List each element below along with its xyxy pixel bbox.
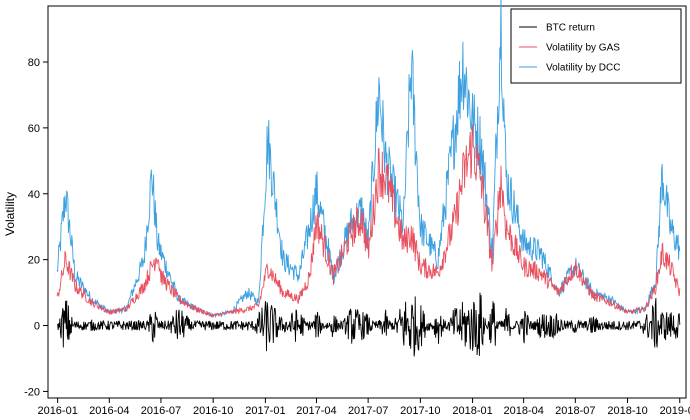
x-tick-label: 2016-01: [37, 405, 77, 417]
x-axis: 2016-01 2016-04 2016-07 2016-10 2017-01 2017-…: [37, 398, 690, 417]
legend-box: [510, 8, 682, 84]
series-line-btc: [57, 292, 681, 357]
x-tick-label: 2017-07: [348, 405, 388, 417]
x-tick-label: 2016-10: [193, 405, 233, 417]
x-tick-label: 2016-07: [141, 405, 181, 417]
legend-label: Volatility by DCC: [546, 63, 620, 74]
x-tick-label: 2018-07: [555, 405, 595, 417]
y-axis-title: Volatility: [3, 192, 17, 236]
x-tick-label: 2018-04: [503, 405, 543, 417]
legend-label: BTC return: [546, 23, 595, 34]
series-layer: [56, 0, 681, 357]
x-tick-label: 2017-04: [296, 405, 336, 417]
y-tick-label: 20: [28, 255, 40, 267]
y-tick-label: 40: [28, 189, 40, 201]
x-tick-label: 2016-04: [89, 405, 129, 417]
y-tick-label: 80: [28, 57, 40, 69]
y-tick-label: 60: [28, 123, 40, 135]
legend-label: Volatility by GAS: [546, 43, 620, 54]
x-tick-label: 2019-01: [660, 405, 690, 417]
y-tick-label: -20: [24, 386, 40, 398]
x-tick-label: 2018-10: [607, 405, 647, 417]
y-axis: -20 0 20 40 60 80: [24, 57, 48, 398]
x-tick-label: 2017-10: [400, 405, 440, 417]
plot-border: [47, 5, 687, 399]
y-tick-label: 0: [34, 321, 40, 333]
legend: BTC return Volatility by GAS Volatility by…: [510, 8, 682, 84]
plot-frame: [47, 5, 687, 399]
x-tick-label: 2017-01: [245, 405, 285, 417]
series-line-gas: [56, 124, 681, 318]
x-tick-label: 2018-01: [452, 405, 492, 417]
